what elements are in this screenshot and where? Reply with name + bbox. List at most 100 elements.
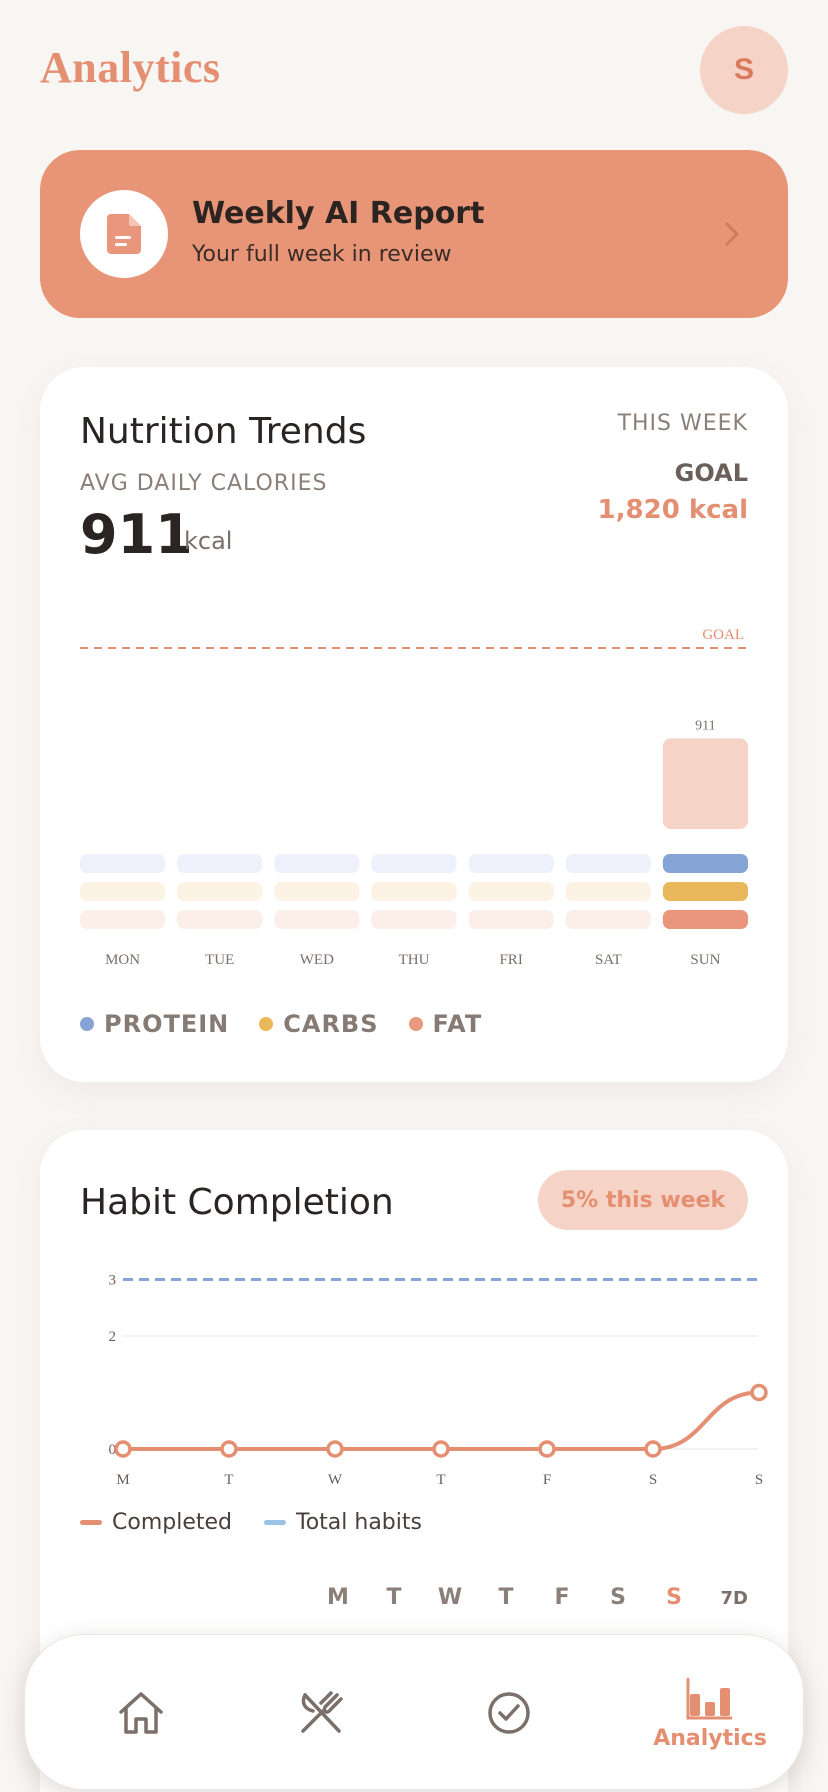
legend-completed: Completed <box>80 1510 232 1535</box>
nutrition-trends-card: Nutrition Trends AVG DAILY CALORIES 911 … <box>40 367 788 1082</box>
day-picker-sun[interactable]: S <box>666 1585 682 1610</box>
goal-value: 1,820 kcal <box>597 495 748 525</box>
day-picker: M T W T F S S <box>310 1585 702 1610</box>
goal-label: GOAL <box>674 459 748 487</box>
nutrition-bar-chart: GOAL MON TUE WED THU FRI SAT 911 SUN <box>80 627 748 968</box>
completed-point-0 <box>114 1440 132 1458</box>
fork-knife-icon <box>301 1691 343 1733</box>
completed-swatch <box>80 1520 102 1525</box>
nutrition-legend: PROTEIN CARBS FAT <box>80 1010 482 1038</box>
y-tick-label: 0 <box>109 1442 117 1458</box>
legend-protein-label: PROTEIN <box>104 1010 230 1038</box>
x-label-0: M <box>116 1472 129 1488</box>
total-swatch <box>264 1520 286 1525</box>
legend-carbs: CARBS <box>259 1010 378 1038</box>
protein-bar-thu <box>371 854 457 873</box>
completed-point-4 <box>538 1440 556 1458</box>
nutrition-trends-title: Nutrition Trends <box>80 411 367 452</box>
legend-total-label: Total habits <box>296 1510 422 1535</box>
protein-bar-sun <box>662 854 748 873</box>
fat-bar-sat <box>565 910 651 929</box>
nav-meals[interactable] <box>261 1635 381 1791</box>
protein-bar-tue <box>177 854 263 873</box>
legend-protein: PROTEIN <box>80 1010 229 1038</box>
carbs-dot <box>259 1017 274 1031</box>
goal-line-label: GOAL <box>702 627 744 643</box>
day-picker-sat[interactable]: S <box>610 1585 626 1610</box>
x-label-sat: SAT <box>595 952 622 968</box>
document-icon <box>107 214 141 254</box>
y-tick-label: 3 <box>109 1273 117 1289</box>
carbs-bar-thu <box>371 882 457 901</box>
nav-habits[interactable] <box>449 1635 569 1791</box>
day-picker-thu[interactable]: T <box>498 1585 514 1610</box>
legend-fat-label: FAT <box>432 1010 483 1038</box>
legend-carbs-label: CARBS <box>283 1010 379 1038</box>
completed-point-6 <box>750 1383 768 1402</box>
report-subtitle: Your full week in review <box>192 242 452 267</box>
completion-badge: 5% this week <box>538 1170 748 1230</box>
check-circle-icon <box>488 1692 530 1734</box>
habit-completion-title: Habit Completion <box>80 1182 394 1223</box>
nav-analytics-label: Analytics <box>653 1725 767 1751</box>
legend-total: Total habits <box>264 1510 422 1535</box>
weekly-report-card[interactable]: Weekly AI Report Your full week in revie… <box>40 150 788 318</box>
calorie-value-label: 911 <box>695 718 715 733</box>
home-icon <box>119 1692 163 1734</box>
avg-calories-unit: kcal <box>184 527 233 555</box>
bar-chart-icon <box>686 1677 732 1719</box>
carbs-bar-wed <box>274 882 360 901</box>
fat-bar-sun <box>662 910 748 929</box>
x-label-3: T <box>436 1472 445 1488</box>
carbs-bar-mon <box>80 882 166 901</box>
fat-bar-thu <box>371 910 457 929</box>
nav-home[interactable] <box>81 1635 201 1791</box>
x-label-fri: FRI <box>499 952 522 968</box>
report-icon-circle <box>80 190 168 278</box>
x-label-wed: WED <box>300 952 334 968</box>
habit-legend: Completed Total habits <box>80 1510 422 1535</box>
x-label-sun: SUN <box>690 952 720 968</box>
carbs-bar-tue <box>177 882 263 901</box>
x-label-6: S <box>755 1472 763 1488</box>
nav-analytics[interactable]: Analytics <box>635 1635 785 1791</box>
avg-calories-label: AVG DAILY CALORIES <box>80 471 328 496</box>
day-picker-fri[interactable]: F <box>554 1585 570 1610</box>
avatar[interactable]: S <box>700 26 788 114</box>
x-label-tue: TUE <box>205 952 234 968</box>
range-toggle[interactable]: 7D <box>720 1588 748 1609</box>
fat-bar-wed <box>274 910 360 929</box>
day-picker-tue[interactable]: T <box>386 1585 402 1610</box>
completed-point-3 <box>432 1440 450 1458</box>
x-label-1: T <box>224 1472 233 1488</box>
report-title: Weekly AI Report <box>192 196 485 231</box>
fat-dot <box>408 1017 423 1031</box>
day-picker-mon[interactable]: M <box>327 1585 349 1610</box>
fat-bar-fri <box>468 910 554 929</box>
x-label-mon: MON <box>105 952 140 968</box>
calorie-bar-sun <box>662 738 748 829</box>
y-tick-label: 2 <box>109 1329 117 1345</box>
completed-point-2 <box>326 1440 344 1458</box>
protein-bar-sat <box>565 854 651 873</box>
protein-bar-fri <box>468 854 554 873</box>
protein-bar-mon <box>80 854 166 873</box>
fat-bar-tue <box>177 910 263 929</box>
page-title: Analytics <box>40 43 221 92</box>
protein-dot <box>80 1017 94 1031</box>
x-label-4: F <box>543 1472 551 1488</box>
legend-completed-label: Completed <box>112 1510 232 1535</box>
fat-bar-mon <box>80 910 166 929</box>
period-label[interactable]: THIS WEEK <box>617 411 748 436</box>
x-label-thu: THU <box>399 952 430 968</box>
header: Analytics S <box>40 0 788 136</box>
day-picker-wed[interactable]: W <box>437 1585 463 1610</box>
x-label-5: S <box>649 1472 657 1488</box>
completed-point-5 <box>644 1440 662 1458</box>
chevron-right-icon[interactable] <box>712 214 752 254</box>
protein-bar-wed <box>274 854 360 873</box>
carbs-bar-sun <box>662 882 748 901</box>
habit-line-chart: 0 2 3 M T W T F S S <box>109 1273 768 1488</box>
x-label-2: W <box>328 1472 343 1488</box>
carbs-bar-sat <box>565 882 651 901</box>
